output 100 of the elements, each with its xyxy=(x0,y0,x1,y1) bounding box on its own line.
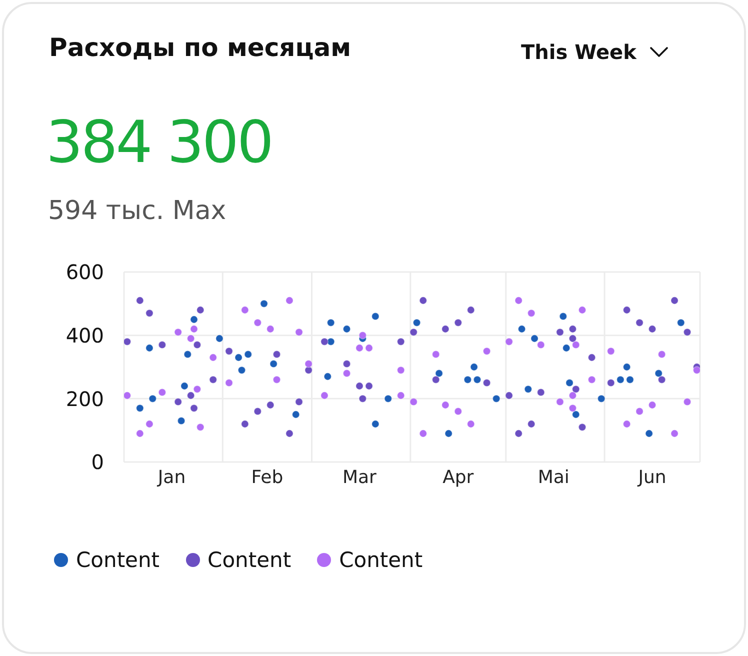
point xyxy=(482,378,491,387)
point xyxy=(365,382,374,390)
point xyxy=(432,350,440,358)
point xyxy=(270,360,278,368)
point xyxy=(174,328,182,336)
x-tick-label: Jun xyxy=(637,466,666,488)
point xyxy=(530,334,539,342)
point xyxy=(683,398,692,406)
point xyxy=(622,363,631,371)
point xyxy=(470,363,478,371)
legend-label: Content xyxy=(339,548,423,572)
point xyxy=(645,430,654,438)
legend-label: Content xyxy=(208,548,292,572)
point xyxy=(215,334,224,342)
point xyxy=(466,420,475,428)
point xyxy=(419,296,428,304)
point xyxy=(254,318,262,327)
point xyxy=(244,350,252,358)
point xyxy=(568,392,577,400)
point xyxy=(124,392,132,400)
point xyxy=(285,296,294,304)
x-tick-label: Feb xyxy=(251,466,284,488)
point xyxy=(292,410,300,418)
point xyxy=(536,340,545,349)
point xyxy=(622,420,631,428)
point xyxy=(441,401,450,409)
point xyxy=(209,376,218,384)
point xyxy=(648,401,656,409)
x-tick-label: Mai xyxy=(538,466,570,488)
point xyxy=(396,392,405,400)
point xyxy=(568,325,577,333)
point xyxy=(658,376,666,384)
point xyxy=(136,430,144,438)
point xyxy=(658,350,666,358)
point xyxy=(240,306,249,314)
point xyxy=(186,334,195,342)
point xyxy=(410,328,418,336)
point xyxy=(272,376,281,384)
point xyxy=(559,312,568,320)
chart-title: Расходы по месяцам xyxy=(49,33,352,62)
text: 594 тыс. Max xyxy=(48,196,226,226)
point xyxy=(136,296,144,304)
point xyxy=(124,338,132,346)
point xyxy=(670,430,679,438)
y-tick-label: 200 xyxy=(66,386,104,411)
point xyxy=(190,316,198,324)
point xyxy=(597,394,606,403)
point xyxy=(266,325,274,333)
y-tick-label: 600 xyxy=(66,260,104,284)
point xyxy=(588,376,596,384)
point xyxy=(556,328,564,336)
point xyxy=(454,407,462,416)
point xyxy=(136,404,144,412)
point xyxy=(556,398,564,406)
point xyxy=(145,344,154,352)
point xyxy=(588,354,596,362)
point xyxy=(184,350,192,358)
point xyxy=(145,420,154,428)
point xyxy=(225,347,234,356)
point xyxy=(190,404,198,412)
point xyxy=(524,385,532,394)
point xyxy=(578,306,586,314)
point xyxy=(482,347,491,356)
x-tick-label: Apr xyxy=(442,466,474,488)
point xyxy=(626,376,634,384)
text: 384 300 xyxy=(46,108,272,176)
point xyxy=(304,360,313,368)
point xyxy=(180,382,188,390)
point xyxy=(384,394,392,403)
point xyxy=(654,369,663,378)
point xyxy=(444,430,453,438)
x-tick-label: Mar xyxy=(342,466,378,488)
point xyxy=(234,354,243,362)
point xyxy=(683,328,692,336)
point xyxy=(432,376,440,384)
point xyxy=(572,410,580,418)
legend-label: Content xyxy=(76,548,160,572)
point xyxy=(454,318,462,327)
point xyxy=(209,354,218,362)
point xyxy=(260,300,268,308)
point xyxy=(177,416,186,425)
point xyxy=(174,398,182,406)
point xyxy=(240,420,249,428)
point xyxy=(518,325,526,333)
point xyxy=(670,296,679,304)
point xyxy=(412,318,421,327)
point xyxy=(196,423,204,432)
point xyxy=(365,344,374,352)
point xyxy=(492,394,500,403)
point xyxy=(193,340,202,349)
point xyxy=(636,318,644,327)
point xyxy=(636,407,644,416)
point xyxy=(396,338,405,346)
point xyxy=(295,328,304,336)
point xyxy=(186,392,195,400)
y-tick-label: 400 xyxy=(66,323,104,348)
text: This Week xyxy=(521,40,636,64)
point xyxy=(466,306,475,314)
point xyxy=(464,376,472,384)
point xyxy=(254,407,262,416)
